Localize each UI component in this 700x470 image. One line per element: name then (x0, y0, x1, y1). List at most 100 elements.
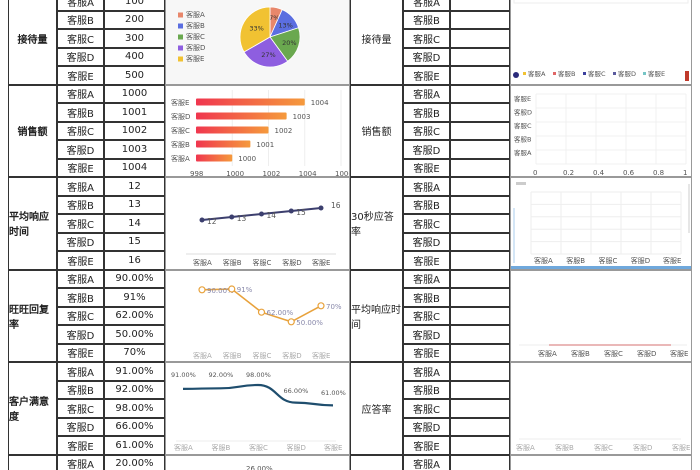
svg-text:0.6: 0.6 (623, 169, 635, 177)
metric-value[interactable]: 62.00% (104, 306, 165, 325)
metric-value[interactable]: 200 (104, 10, 165, 29)
metric-value-empty[interactable] (450, 177, 510, 196)
agent-name: 客服B (403, 288, 450, 307)
metric-value[interactable]: 20.00% (104, 454, 165, 470)
metric-value-empty[interactable] (450, 325, 510, 344)
metric-value-empty[interactable] (450, 454, 510, 470)
metric-value-empty[interactable] (450, 66, 510, 85)
svg-text:1001: 1001 (256, 141, 274, 149)
agent-name: 客服C (403, 399, 450, 418)
metric-value[interactable]: 300 (104, 29, 165, 48)
agent-name: 客服D (403, 417, 450, 436)
metric-value-empty[interactable] (450, 417, 510, 436)
metric-value[interactable]: 1000 (104, 84, 165, 103)
svg-text:客服C: 客服C (171, 126, 190, 135)
metric-value[interactable]: 98.00% (104, 399, 165, 418)
agent-name: 客服B (403, 195, 450, 214)
metric-value-empty[interactable] (450, 436, 510, 455)
svg-text:客服C: 客服C (594, 443, 613, 452)
agent-name: 客服A (403, 362, 450, 381)
metric-value-empty[interactable] (450, 195, 510, 214)
svg-text:客服B: 客服B (212, 443, 231, 452)
metric-value-empty[interactable] (450, 288, 510, 307)
metric-value-empty[interactable] (450, 214, 510, 233)
chart-left-2: 12 13 14 15 16 客服A 客服B 客服C 客服D 客服E (165, 177, 350, 270)
agent-name: 客服E (57, 343, 104, 362)
metric-value[interactable]: 1003 (104, 140, 165, 159)
metric-value-empty[interactable] (450, 362, 510, 381)
metric-value-empty[interactable] (450, 103, 510, 122)
svg-text:1004: 1004 (311, 99, 329, 107)
metric-value-empty[interactable] (450, 10, 510, 29)
metric-value[interactable]: 1004 (104, 158, 165, 177)
agent-name: 客服A (57, 269, 104, 288)
metric-value-empty[interactable] (450, 343, 510, 362)
metric-value[interactable]: 66.00% (104, 417, 165, 436)
metric-value[interactable]: 50.00% (104, 325, 165, 344)
section-label-right: 接待量 (350, 0, 403, 85)
agent-name: 客服D (57, 232, 104, 251)
chart-left-4: 91.00% 92.00% 98.00% 66.00% 61.00% 客服A 客服B 客服C 客… (165, 362, 350, 455)
metric-value[interactable]: 14 (104, 214, 165, 233)
svg-text:998: 998 (190, 170, 203, 178)
metric-value[interactable]: 91% (104, 288, 165, 307)
metric-value-empty[interactable] (450, 399, 510, 418)
metric-value[interactable]: 90.00% (104, 269, 165, 288)
svg-text:50.00%: 50.00% (296, 318, 323, 326)
svg-text:客服D: 客服D (186, 43, 205, 52)
metric-value[interactable]: 400 (104, 47, 165, 66)
metric-value[interactable]: 100 (104, 0, 165, 11)
agent-name: 客服C (57, 399, 104, 418)
svg-text:客服E: 客服E (663, 256, 681, 265)
metric-value-empty[interactable] (450, 269, 510, 288)
svg-text:客服D: 客服D (633, 443, 652, 452)
metric-value-empty[interactable] (450, 47, 510, 66)
metric-value-empty[interactable] (450, 306, 510, 325)
svg-text:客服B: 客服B (514, 134, 531, 143)
agent-name: 客服E (403, 158, 450, 177)
agent-name: 客服C (57, 214, 104, 233)
metric-value[interactable]: 15 (104, 232, 165, 251)
svg-text:客服A: 客服A (186, 10, 205, 19)
metric-value-empty[interactable] (450, 251, 510, 270)
svg-text:92.00%: 92.00% (209, 371, 234, 379)
svg-text:1000: 1000 (238, 155, 256, 163)
svg-text:客服A: 客服A (193, 258, 212, 267)
svg-text:20%: 20% (282, 39, 296, 47)
agent-name: 客服D (403, 325, 450, 344)
svg-text:客服B: 客服B (186, 21, 205, 30)
svg-text:客服E: 客服E (186, 54, 204, 63)
svg-text:客服A: 客服A (528, 69, 546, 78)
metric-value[interactable]: 1002 (104, 121, 165, 140)
agent-name: 客服A (57, 84, 104, 103)
metric-value[interactable]: 13 (104, 195, 165, 214)
metric-value-empty[interactable] (450, 121, 510, 140)
svg-text:客服D: 客服D (171, 112, 190, 121)
metric-value-empty[interactable] (450, 0, 510, 11)
metric-value[interactable]: 91.00% (104, 362, 165, 381)
svg-text:91.00%: 91.00% (171, 371, 196, 379)
svg-text:客服B: 客服B (223, 258, 242, 267)
metric-value-empty[interactable] (450, 158, 510, 177)
metric-value-empty[interactable] (450, 29, 510, 48)
metric-value[interactable]: 61.00% (104, 436, 165, 455)
svg-text:客服E: 客服E (514, 94, 531, 103)
svg-text:客服D: 客服D (514, 107, 532, 116)
metric-value-empty[interactable] (450, 380, 510, 399)
metric-value-empty[interactable] (450, 84, 510, 103)
metric-value[interactable]: 92.00% (104, 380, 165, 399)
svg-text:26.00%: 26.00% (246, 465, 273, 470)
metric-value-empty[interactable] (450, 140, 510, 159)
metric-value[interactable]: 500 (104, 66, 165, 85)
agent-name: 客服C (57, 306, 104, 325)
metric-value[interactable]: 16 (104, 251, 165, 270)
metric-value[interactable]: 12 (104, 177, 165, 196)
svg-text:13%: 13% (278, 21, 292, 29)
metric-value-empty[interactable] (450, 232, 510, 251)
agent-name: 客服E (403, 251, 450, 270)
agent-name: 客服E (403, 66, 450, 85)
metric-value[interactable]: 1001 (104, 103, 165, 122)
svg-text:62.00%: 62.00% (267, 309, 294, 317)
section-label-left: 平均响应时间 (8, 177, 57, 270)
metric-value[interactable]: 70% (104, 343, 165, 362)
